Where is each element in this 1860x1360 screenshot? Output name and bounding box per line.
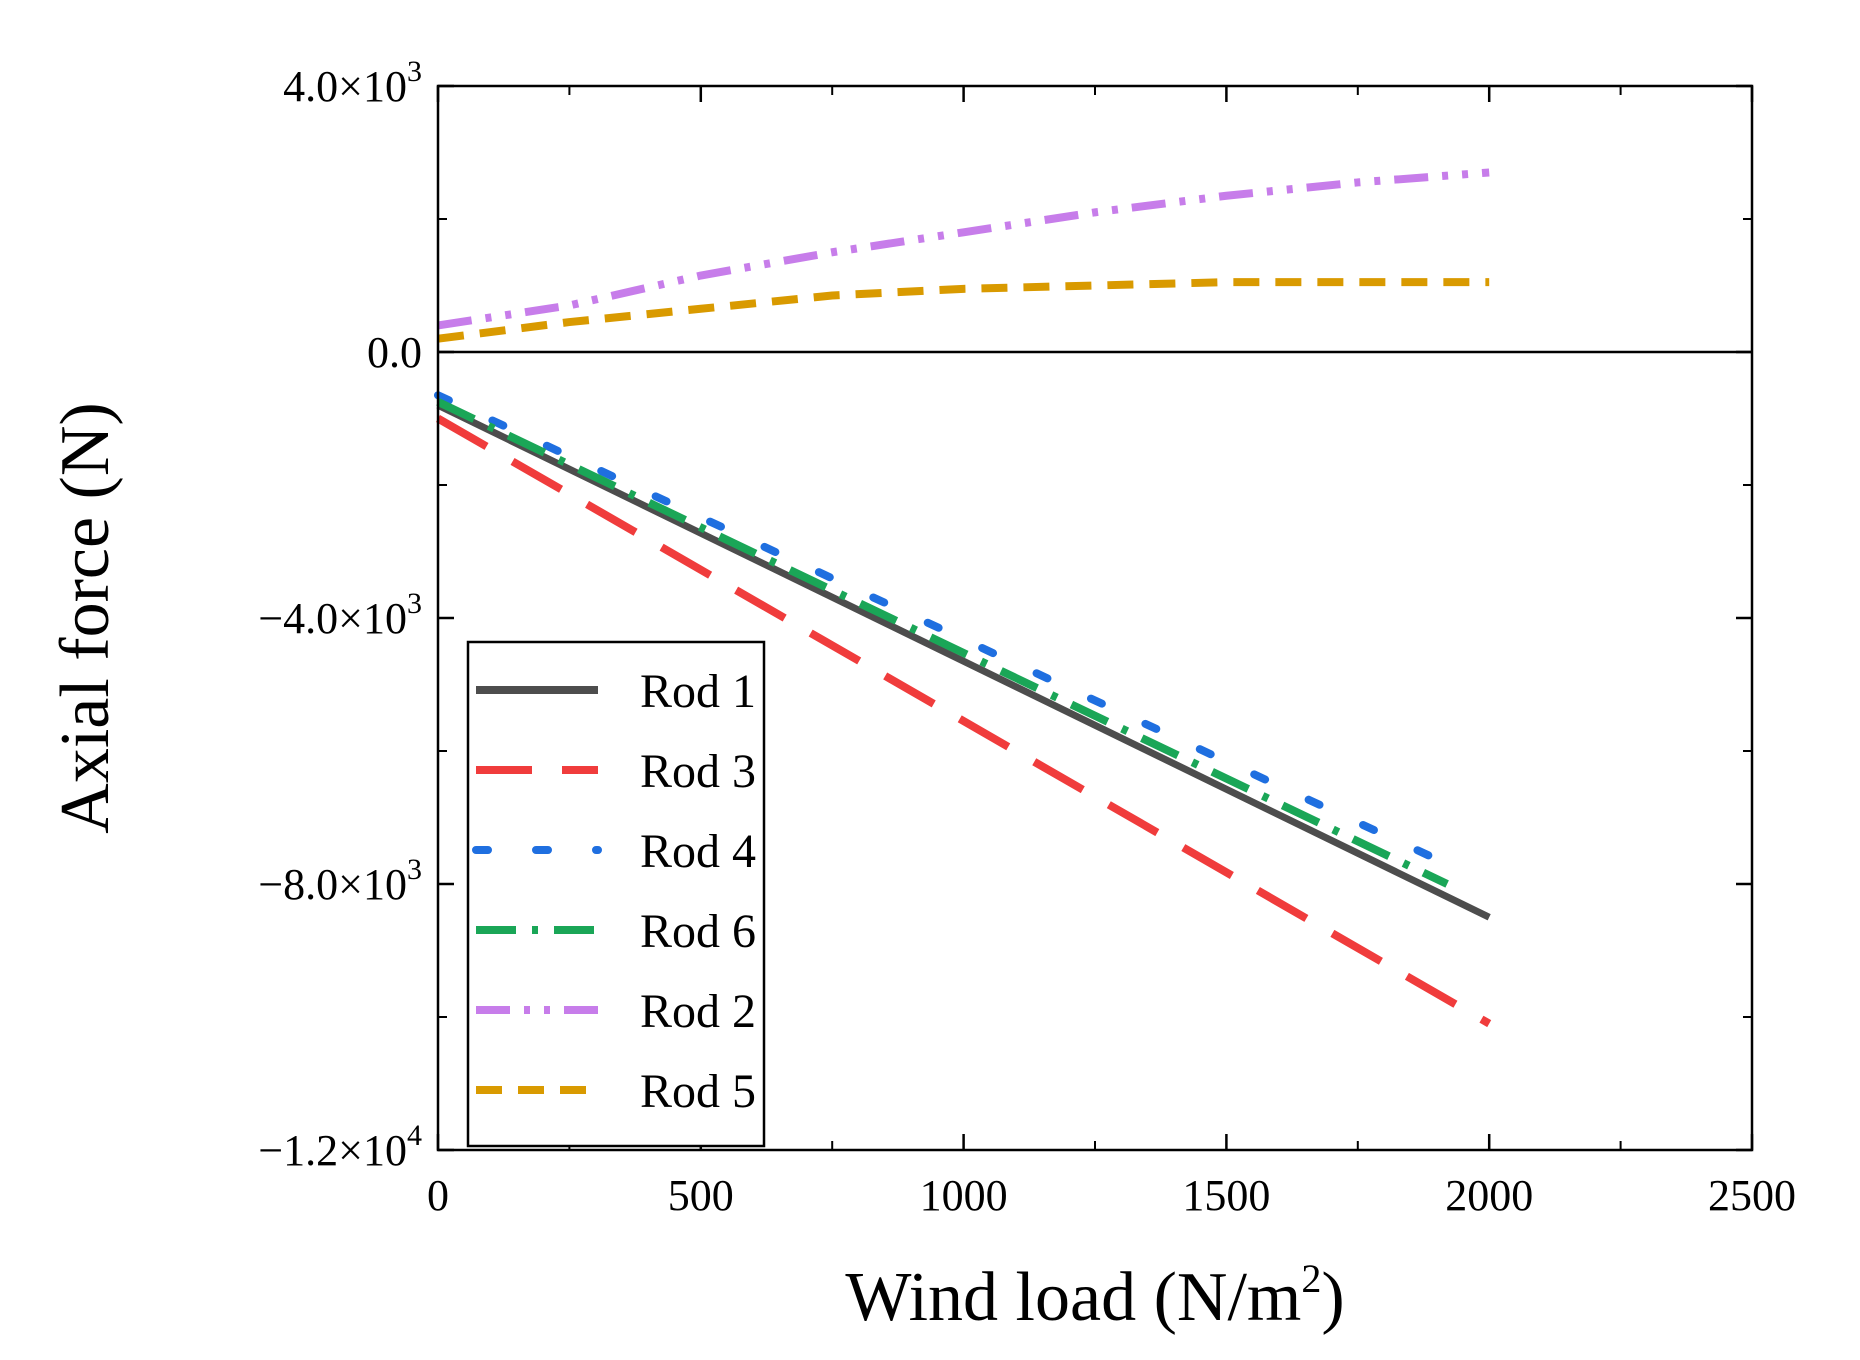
y-tick-label: −1.2×104 bbox=[258, 1119, 422, 1175]
x-tick-label: 1000 bbox=[920, 1171, 1008, 1220]
y-tick-label: −8.0×103 bbox=[258, 853, 422, 909]
tick-labels-layer: 0 500 1000 1500 2000 2500 4.0×103 0.0 −4.0×103 −8… bbox=[258, 55, 1796, 1220]
x-tick-label: 2000 bbox=[1445, 1171, 1533, 1220]
series-line bbox=[436, 415, 1492, 1028]
y-tick-label: 4.0×103 bbox=[283, 55, 422, 111]
series-line bbox=[437, 168, 1490, 330]
y-axis-title: Axial force (N) bbox=[47, 402, 124, 833]
y-tick-label: 0.0 bbox=[367, 328, 422, 377]
legend-label: Rod 6 bbox=[640, 905, 756, 958]
x-tick-label: 0 bbox=[427, 1171, 449, 1220]
x-tick-label: 1500 bbox=[1182, 1171, 1270, 1220]
x-tick-label: 500 bbox=[668, 1171, 734, 1220]
legend-label: Rod 3 bbox=[640, 745, 756, 798]
legend-label: Rod 1 bbox=[640, 665, 756, 718]
legend-label: Rod 5 bbox=[640, 1065, 756, 1118]
series-line bbox=[434, 391, 1452, 869]
legend-box bbox=[466, 640, 766, 1148]
x-tick-label: 2500 bbox=[1708, 1171, 1796, 1220]
series-line bbox=[437, 278, 1490, 343]
legend-label: Rod 4 bbox=[640, 825, 756, 878]
legend-label: Rod 2 bbox=[640, 985, 756, 1038]
x-axis-title: Wind load (N/m2) bbox=[845, 1256, 1344, 1336]
series-line bbox=[436, 398, 1449, 888]
series-layer bbox=[434, 168, 1492, 1028]
legend: Rod 1 Rod 3 Rod 4 Rod 6 Rod 2 Rod 5 bbox=[466, 640, 766, 1148]
y-tick-label: −4.0×103 bbox=[258, 587, 422, 643]
series-line bbox=[436, 402, 1491, 921]
